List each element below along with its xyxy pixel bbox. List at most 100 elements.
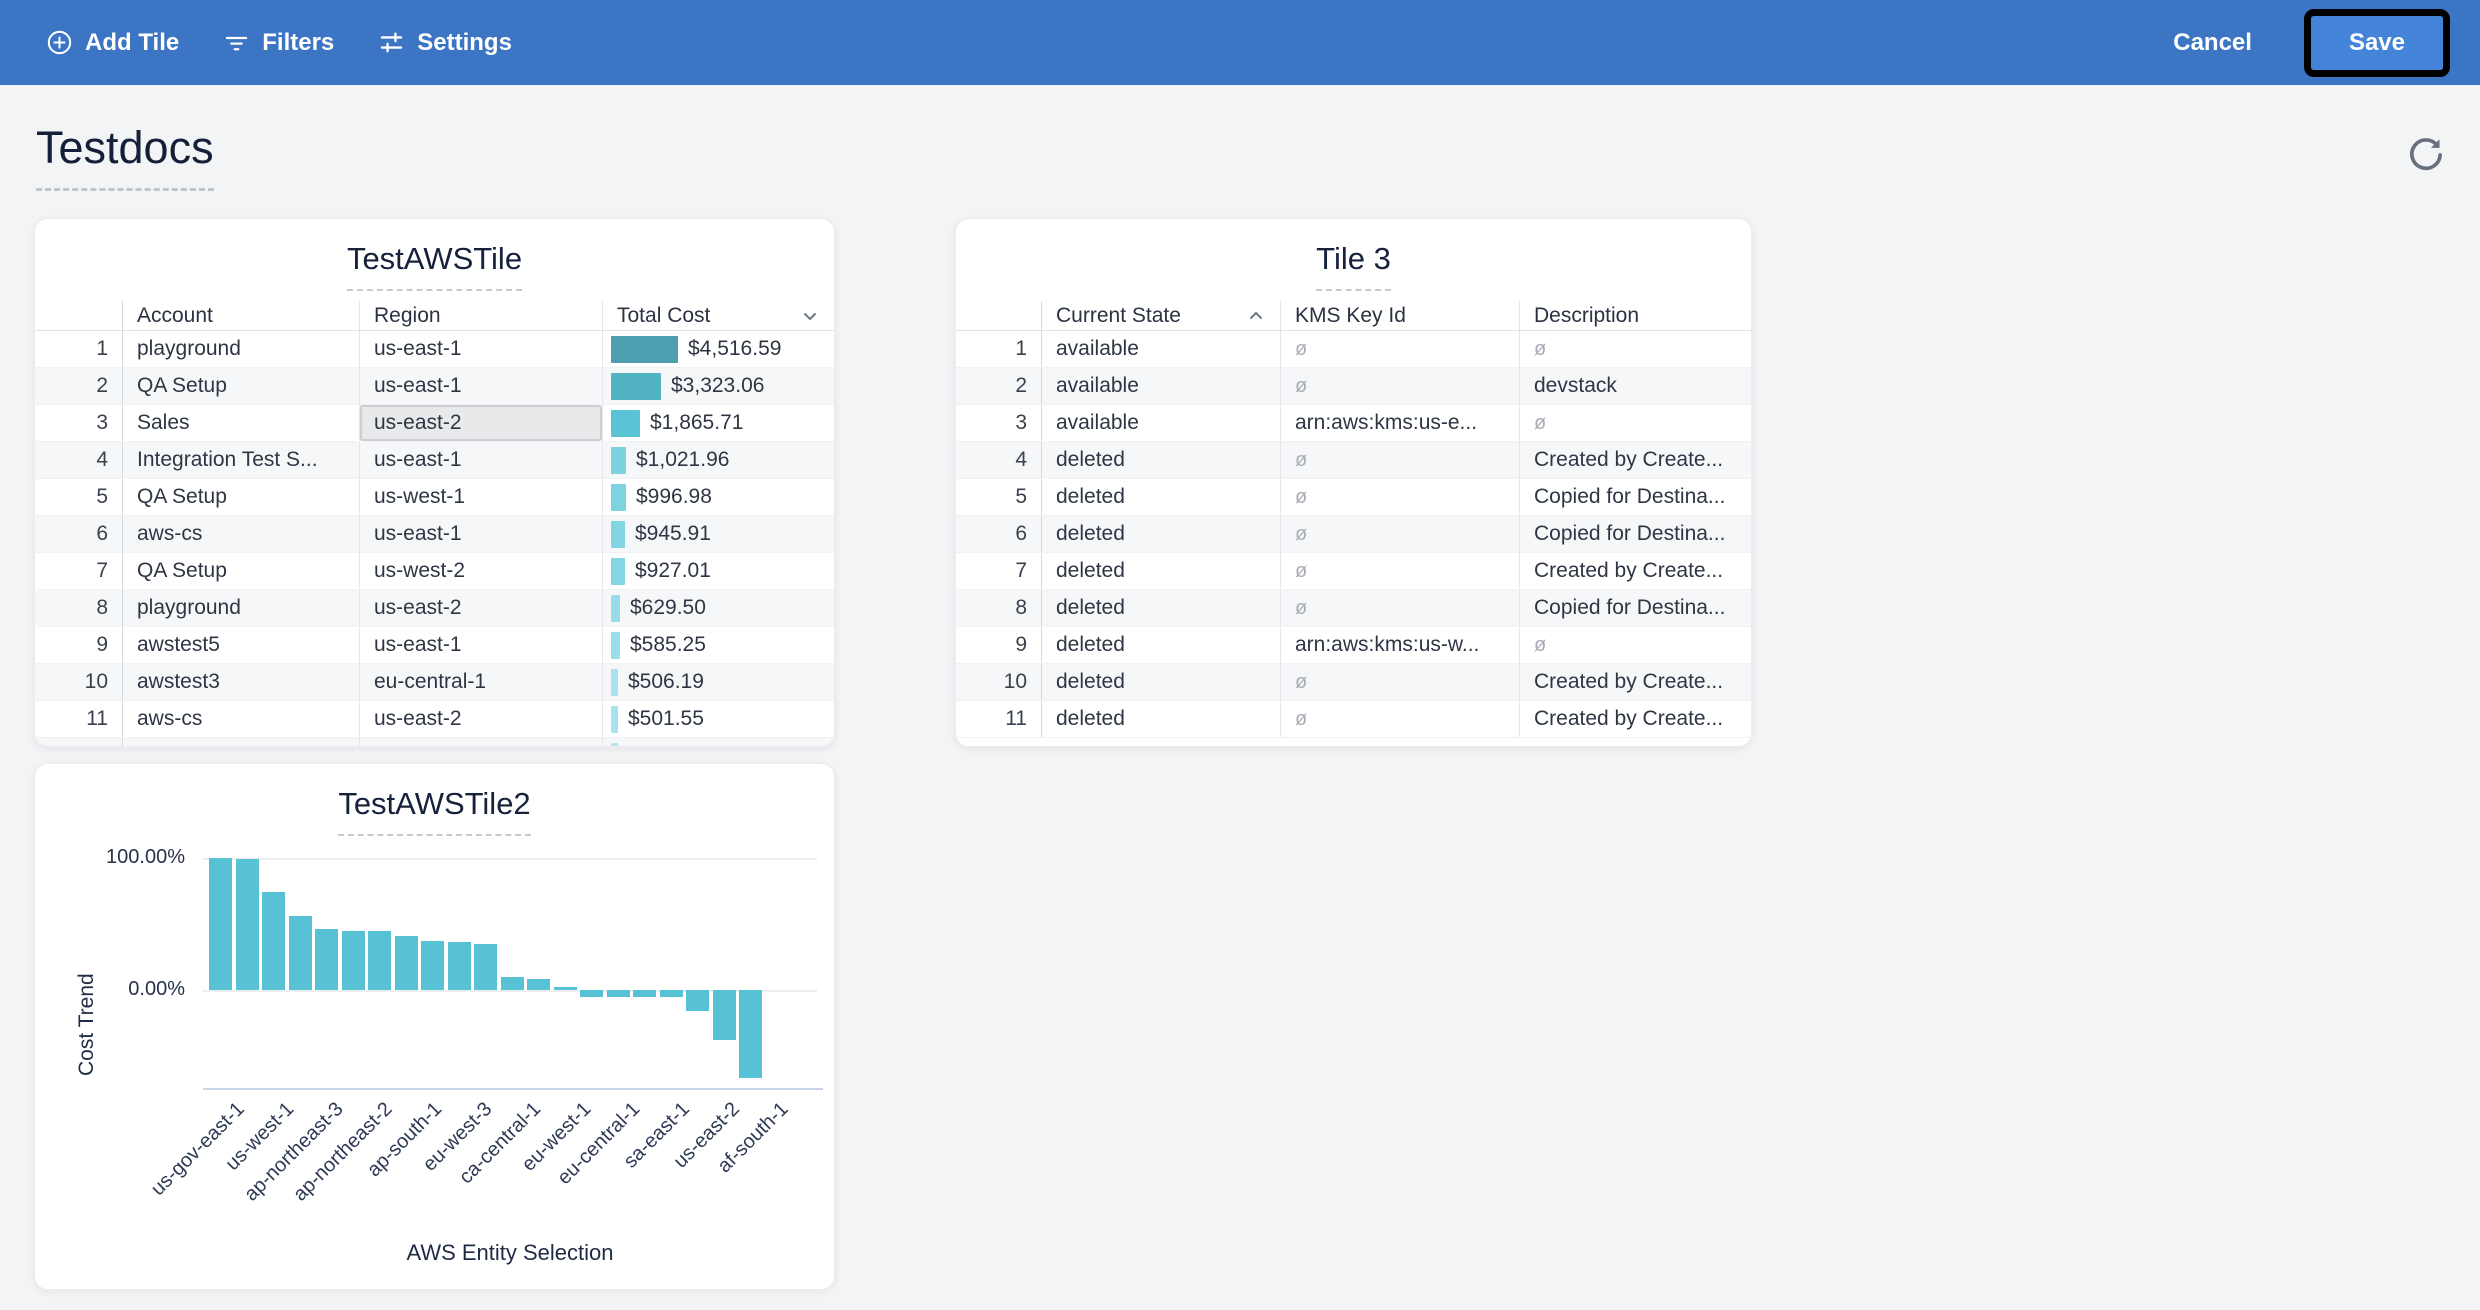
chart-bar[interactable] [341, 930, 365, 990]
cell-region-selected[interactable]: us-east-2 [359, 405, 602, 441]
chart-bar[interactable] [659, 990, 683, 997]
settings-button[interactable]: Settings [378, 29, 512, 57]
cancel-button[interactable]: Cancel [2173, 28, 2252, 56]
cell-account[interactable]: Sales [122, 405, 359, 441]
cell-description[interactable]: Copied for Destina... [1519, 479, 1751, 515]
cell-region[interactable]: us-east-1 [359, 368, 602, 404]
cell-description[interactable]: Created by Create... [1519, 442, 1751, 478]
cell-total-cost[interactable]: $501.55 [602, 701, 834, 737]
table-row[interactable]: 9 deleted arn:aws:kms:us-w... ø [956, 627, 1751, 664]
cell-kms-key-id[interactable]: ø [1280, 368, 1519, 404]
cell-region[interactable]: us-west-1 [359, 479, 602, 515]
chart-bar[interactable] [527, 979, 550, 990]
table-row[interactable]: 5 QA Setup us-west-1 $996.98 [35, 479, 834, 516]
cell-current-state[interactable]: deleted [1041, 590, 1280, 626]
filters-button[interactable]: Filters [223, 29, 334, 57]
cell-description[interactable]: Created by Create... [1519, 701, 1751, 737]
table-row[interactable]: 12 [35, 738, 834, 746]
column-header-kms-key-id[interactable]: KMS Key Id [1280, 301, 1519, 330]
table-row[interactable]: 11 aws-cs us-east-2 $501.55 [35, 701, 834, 738]
table-row[interactable]: 3 available arn:aws:kms:us-e... ø [956, 405, 1751, 442]
cell-region[interactable]: us-east-2 [359, 590, 602, 626]
cell-kms-key-id[interactable]: ø [1280, 442, 1519, 478]
column-header-region[interactable]: Region [359, 301, 602, 330]
table-row[interactable]: 2 available ø devstack [956, 368, 1751, 405]
cell-total-cost[interactable] [602, 738, 834, 746]
cell-description[interactable]: ø [1519, 405, 1751, 441]
cell-description[interactable]: ø [1519, 627, 1751, 663]
table-row[interactable]: 10 awstest3 eu-central-1 $506.19 [35, 664, 834, 701]
cell-current-state[interactable]: deleted [1041, 664, 1280, 700]
cell-total-cost[interactable]: $506.19 [602, 664, 834, 700]
table-row[interactable]: 3 Sales us-east-2 $1,865.71 [35, 405, 834, 442]
cell-account[interactable]: QA Setup [122, 479, 359, 515]
table-row[interactable]: 8 playground us-east-2 $629.50 [35, 590, 834, 627]
cell-region[interactable]: us-east-1 [359, 442, 602, 478]
cell-total-cost[interactable]: $996.98 [602, 479, 834, 515]
page-title[interactable]: Testdocs [36, 122, 214, 191]
cell-kms-key-id[interactable]: ø [1280, 590, 1519, 626]
chart-bar[interactable] [686, 990, 709, 1012]
cell-kms-key-id[interactable]: ø [1280, 553, 1519, 589]
tile-title[interactable]: TestAWSTile2 [338, 786, 531, 836]
cell-account[interactable]: aws-cs [122, 516, 359, 552]
table-row[interactable]: 8 deleted ø Copied for Destina... [956, 590, 1751, 627]
table-row[interactable]: 11 deleted ø Created by Create... [956, 701, 1751, 738]
cell-current-state[interactable]: deleted [1041, 701, 1280, 737]
cell-current-state[interactable]: deleted [1041, 479, 1280, 515]
cell-account[interactable]: awstest3 [122, 664, 359, 700]
cell-total-cost[interactable]: $585.25 [602, 627, 834, 663]
save-button[interactable]: Save [2310, 15, 2443, 70]
cell-account[interactable]: QA Setup [122, 553, 359, 589]
table-row[interactable]: 10 deleted ø Created by Create... [956, 664, 1751, 701]
cell-current-state[interactable]: available [1041, 331, 1280, 367]
cell-current-state[interactable]: deleted [1041, 516, 1280, 552]
cell-region[interactable] [359, 738, 602, 746]
cell-kms-key-id[interactable]: ø [1280, 331, 1519, 367]
cell-total-cost[interactable]: $1,021.96 [602, 442, 834, 478]
cell-description[interactable]: Created by Create... [1519, 664, 1751, 700]
cell-description[interactable]: ø [1519, 331, 1751, 367]
cell-account[interactable]: QA Setup [122, 368, 359, 404]
cell-total-cost[interactable]: $3,323.06 [602, 368, 834, 404]
chart-bar[interactable] [262, 892, 285, 990]
chart-bar[interactable] [739, 990, 762, 1079]
table-row[interactable]: 4 deleted ø Created by Create... [956, 442, 1751, 479]
cell-description[interactable]: Created by Create... [1519, 553, 1751, 589]
table-row[interactable]: 5 deleted ø Copied for Destina... [956, 479, 1751, 516]
cell-kms-key-id[interactable]: ø [1280, 516, 1519, 552]
cell-description[interactable]: Copied for Destina... [1519, 516, 1751, 552]
cell-region[interactable]: us-east-1 [359, 627, 602, 663]
chart-bar[interactable] [606, 990, 630, 997]
column-header-current-state[interactable]: Current State [1041, 301, 1280, 330]
cell-account[interactable] [122, 738, 359, 746]
chart-bar[interactable] [712, 990, 736, 1041]
tile-title[interactable]: Tile 3 [1316, 241, 1391, 291]
chart-bar[interactable] [553, 986, 577, 990]
chart-bar[interactable] [633, 990, 656, 997]
chart-bar[interactable] [580, 990, 603, 997]
cell-account[interactable]: playground [122, 590, 359, 626]
chart-bar[interactable] [288, 916, 312, 990]
cell-current-state[interactable]: available [1041, 405, 1280, 441]
cell-account[interactable]: awstest5 [122, 627, 359, 663]
cell-region[interactable]: us-east-1 [359, 331, 602, 367]
chart-bar[interactable] [500, 976, 524, 990]
cell-region[interactable]: us-east-2 [359, 701, 602, 737]
cell-total-cost[interactable]: $1,865.71 [602, 405, 834, 441]
cell-kms-key-id[interactable]: ø [1280, 701, 1519, 737]
chart-bar[interactable] [315, 929, 338, 990]
table-row[interactable]: 6 deleted ø Copied for Destina... [956, 516, 1751, 553]
table-row[interactable]: 7 deleted ø Created by Create... [956, 553, 1751, 590]
cell-total-cost[interactable]: $629.50 [602, 590, 834, 626]
cell-kms-key-id[interactable]: arn:aws:kms:us-w... [1280, 627, 1519, 663]
chart-bar[interactable] [421, 941, 444, 990]
cell-account[interactable]: aws-cs [122, 701, 359, 737]
cell-total-cost[interactable]: $945.91 [602, 516, 834, 552]
cell-kms-key-id[interactable]: arn:aws:kms:us-e... [1280, 405, 1519, 441]
table-row[interactable]: 1 playground us-east-1 $4,516.59 [35, 331, 834, 368]
column-header-description[interactable]: Description [1519, 301, 1751, 330]
table-row[interactable]: 1 available ø ø [956, 331, 1751, 368]
column-header-account[interactable]: Account [122, 301, 359, 330]
cell-current-state[interactable]: deleted [1041, 553, 1280, 589]
